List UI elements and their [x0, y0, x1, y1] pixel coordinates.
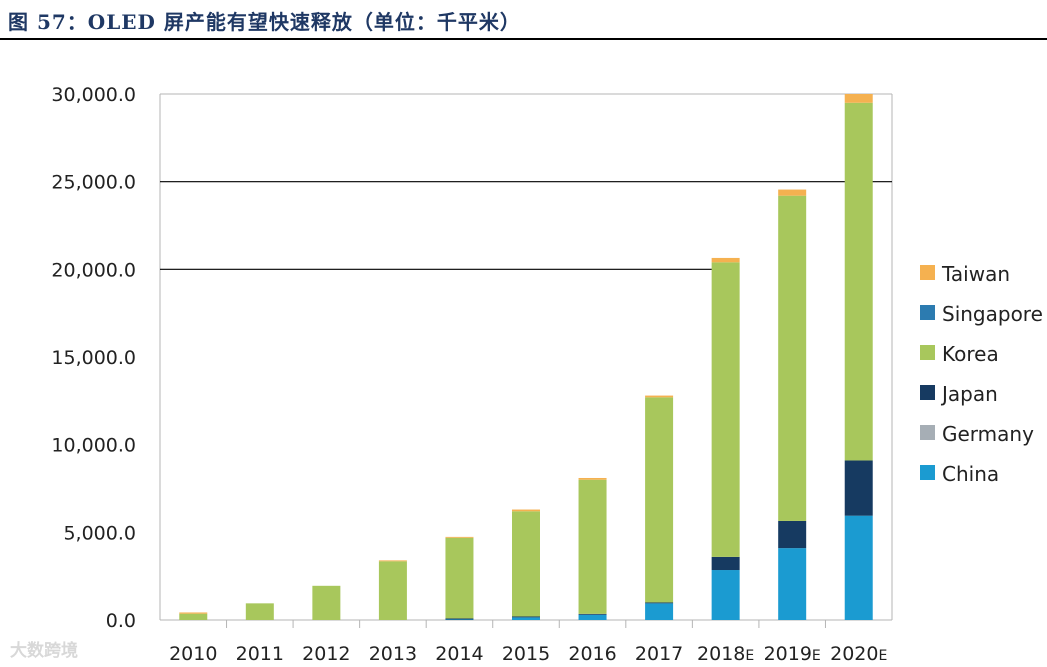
bar-segment-china-2019e — [778, 548, 807, 620]
bar-segment-korea-2012 — [312, 585, 341, 620]
bar-segment-korea-2019e — [778, 195, 807, 521]
bars — [179, 94, 873, 620]
bar-segment-japan-2018e — [711, 556, 740, 571]
x-tick-label: 2010 — [169, 643, 217, 665]
bar-segment-china-2016 — [578, 614, 607, 620]
bar-segment-korea-2015 — [512, 511, 540, 617]
y-tick-label: 25,000.0 — [51, 172, 136, 194]
y-tick-label: 20,000.0 — [51, 259, 136, 281]
x-tick-label: 2017 — [635, 643, 683, 665]
bar-segment-taiwan-2014 — [445, 536, 474, 538]
bar-segment-korea-2017 — [645, 397, 674, 603]
bar-segment-taiwan-2019e — [778, 189, 807, 196]
figure-title: 图 57：OLED 屏产能有望快速释放（单位：千平米） — [8, 10, 521, 34]
x-tick-label: 2012 — [302, 643, 350, 665]
legend-label-singapore: Singapore — [942, 302, 1043, 326]
bar-segment-china-2014 — [445, 619, 474, 620]
y-tick-label: 30,000.0 — [51, 84, 136, 106]
x-tick-label: 2015 — [502, 643, 550, 665]
bar-segment-china-2018e — [711, 570, 740, 620]
bar-segment-korea-2011 — [245, 603, 274, 620]
x-tick-label: 2014 — [435, 643, 483, 665]
legend-swatch-korea — [920, 345, 935, 360]
bar-segment-korea-2010 — [179, 613, 208, 620]
legend-label-japan: Japan — [940, 382, 998, 406]
y-tick-label: 15,000.0 — [51, 347, 136, 369]
bar-segment-korea-2020e — [844, 102, 873, 461]
bar-segment-korea-2016 — [578, 479, 607, 614]
bar-segment-taiwan-2010 — [179, 612, 208, 614]
bar-segment-taiwan-2015 — [512, 509, 540, 512]
reference-lines — [160, 181, 892, 270]
bar-segment-korea-2013 — [378, 561, 407, 620]
bar-segment-japan-2015 — [512, 616, 540, 618]
legend-swatch-singapore — [920, 305, 935, 320]
bar-segment-china-2017 — [645, 603, 674, 620]
x-tick-label: 2016 — [568, 643, 616, 665]
x-tick-label: 2011 — [236, 643, 284, 665]
title-rule — [0, 38, 1047, 40]
bar-segment-taiwan-2013 — [378, 560, 407, 562]
bar-segment-japan-2014 — [445, 618, 474, 620]
bar-segment-japan-2016 — [578, 613, 607, 615]
bar-segment-japan-2017 — [645, 602, 674, 604]
bar-segment-china-2015 — [512, 617, 540, 620]
legend-swatch-germany — [920, 425, 935, 440]
x-tick-label: 2013 — [369, 643, 417, 665]
x-tick-label: 2019E — [764, 643, 821, 665]
bar-segment-korea-2014 — [445, 537, 474, 619]
bar-segment-japan-2020e — [844, 460, 873, 516]
x-tick-label: 2018E — [697, 643, 754, 665]
bar-segment-japan-2019e — [778, 520, 807, 549]
y-tick-label: 5,000.0 — [63, 522, 136, 544]
legend-label-korea: Korea — [942, 342, 999, 366]
x-axis-ticks: 2010 2011 2012 2013 2014 2015 2016 2017 2018E 201… — [169, 643, 887, 665]
y-axis-ticks: 0.0 5,000.0 10,000.0 15,000.0 20,000.0 25,000… — [51, 84, 136, 632]
legend-swatch-china — [920, 465, 935, 480]
legend-swatch-japan — [920, 385, 935, 400]
legend-label-taiwan: Taiwan — [941, 262, 1010, 286]
legend-label-germany: Germany — [942, 422, 1034, 446]
legend-label-china: China — [942, 462, 999, 486]
bar-segment-taiwan-2020e — [844, 94, 873, 103]
bar-segment-taiwan-2017 — [645, 395, 674, 398]
y-tick-label: 0.0 — [106, 610, 136, 632]
bar-segment-taiwan-2018e — [711, 257, 740, 263]
bar-segment-china-2020e — [844, 515, 873, 620]
legend-swatch-taiwan — [920, 265, 935, 280]
watermark: 大数跨境 — [10, 641, 78, 661]
x-tick-label: 2020E — [830, 643, 887, 665]
y-tick-label: 10,000.0 — [51, 435, 136, 457]
bar-segment-korea-2018e — [711, 262, 740, 557]
bar-segment-taiwan-2016 — [578, 477, 607, 480]
legend: Taiwan Singapore Korea Japan Germany China — [920, 262, 1043, 486]
